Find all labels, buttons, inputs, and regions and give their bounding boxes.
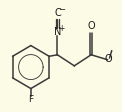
Text: O: O <box>104 54 112 64</box>
Text: +: + <box>58 24 65 33</box>
Text: N: N <box>54 27 61 37</box>
Text: −: − <box>58 5 65 14</box>
Text: O: O <box>87 21 95 31</box>
Text: C: C <box>54 8 61 18</box>
Text: F: F <box>28 95 33 104</box>
